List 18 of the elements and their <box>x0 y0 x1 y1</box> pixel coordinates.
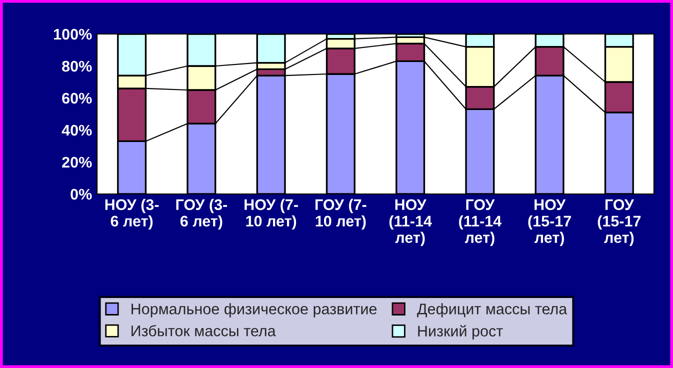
legend-label: Нормальное физическое развитие <box>132 303 377 318</box>
x-tick-label: ГОУ (7- 10 лет) <box>316 198 366 230</box>
x-tick-label: ГОУ (15-17 лет) <box>598 199 641 246</box>
y-tick-label: 0% <box>70 188 92 200</box>
x-tick-label: НОУ (11-14 лет) <box>389 199 432 246</box>
y-tick-label: 40% <box>62 124 92 136</box>
y-tick-label: 80% <box>62 60 92 72</box>
x-tick-label: НОУ (3- 6 лет) <box>105 198 159 230</box>
x-tick-label: НОУ (15-17 лет) <box>528 199 571 246</box>
x-tick-label: ГОУ (11-14 лет) <box>459 199 502 246</box>
x-tick-label: НОУ (7- 10 лет) <box>244 198 298 230</box>
y-tick-label: 60% <box>62 92 92 104</box>
legend-label: Низкий рост <box>418 325 503 340</box>
y-tick-label: 100% <box>54 28 92 40</box>
legend-label: Дефицит массы тела <box>417 303 568 318</box>
x-tick-label: ГОУ (3- 6 лет) <box>176 198 228 230</box>
y-tick-label: 20% <box>62 156 92 168</box>
legend-label: Избыток массы тела <box>132 324 276 336</box>
